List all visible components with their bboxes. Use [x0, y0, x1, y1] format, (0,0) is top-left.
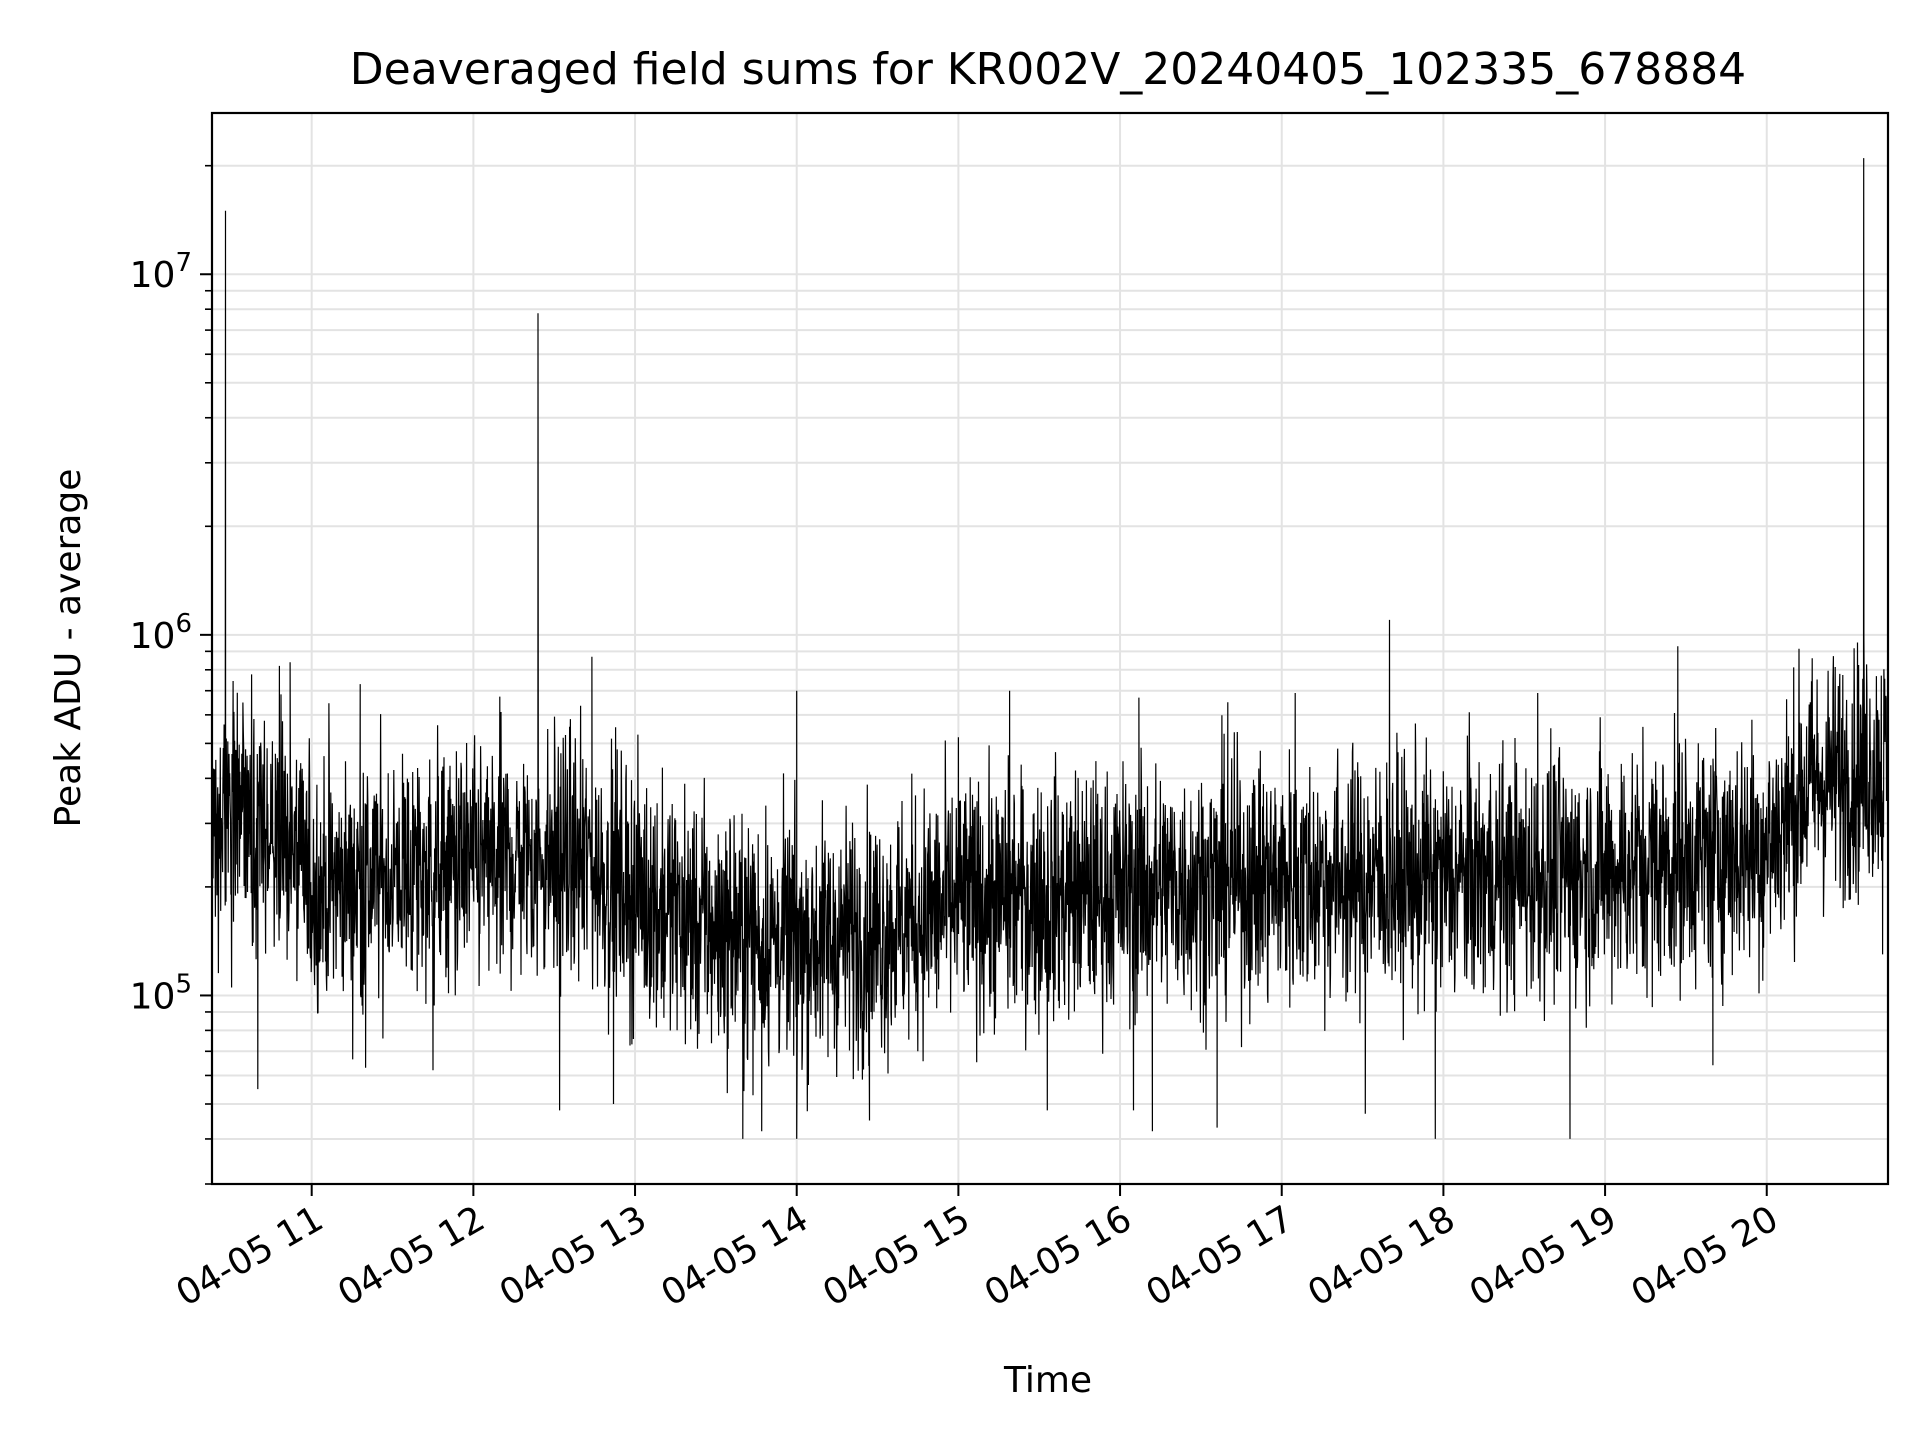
y-axis-label: Peak ADU - average	[48, 469, 89, 828]
series-line	[212, 158, 1888, 1139]
chart-title: Deaveraged field sums for KR002V_2024040…	[350, 44, 1746, 95]
y-tick-label: 107	[130, 248, 192, 296]
y-tick-label: 106	[130, 609, 192, 657]
plot-area	[212, 158, 1888, 1139]
x-axis-label: Time	[1003, 1360, 1092, 1401]
y-tick-label: 105	[130, 969, 192, 1017]
y-axis: 105 106 107	[130, 164, 212, 1185]
plot-frame	[210, 111, 1890, 1186]
